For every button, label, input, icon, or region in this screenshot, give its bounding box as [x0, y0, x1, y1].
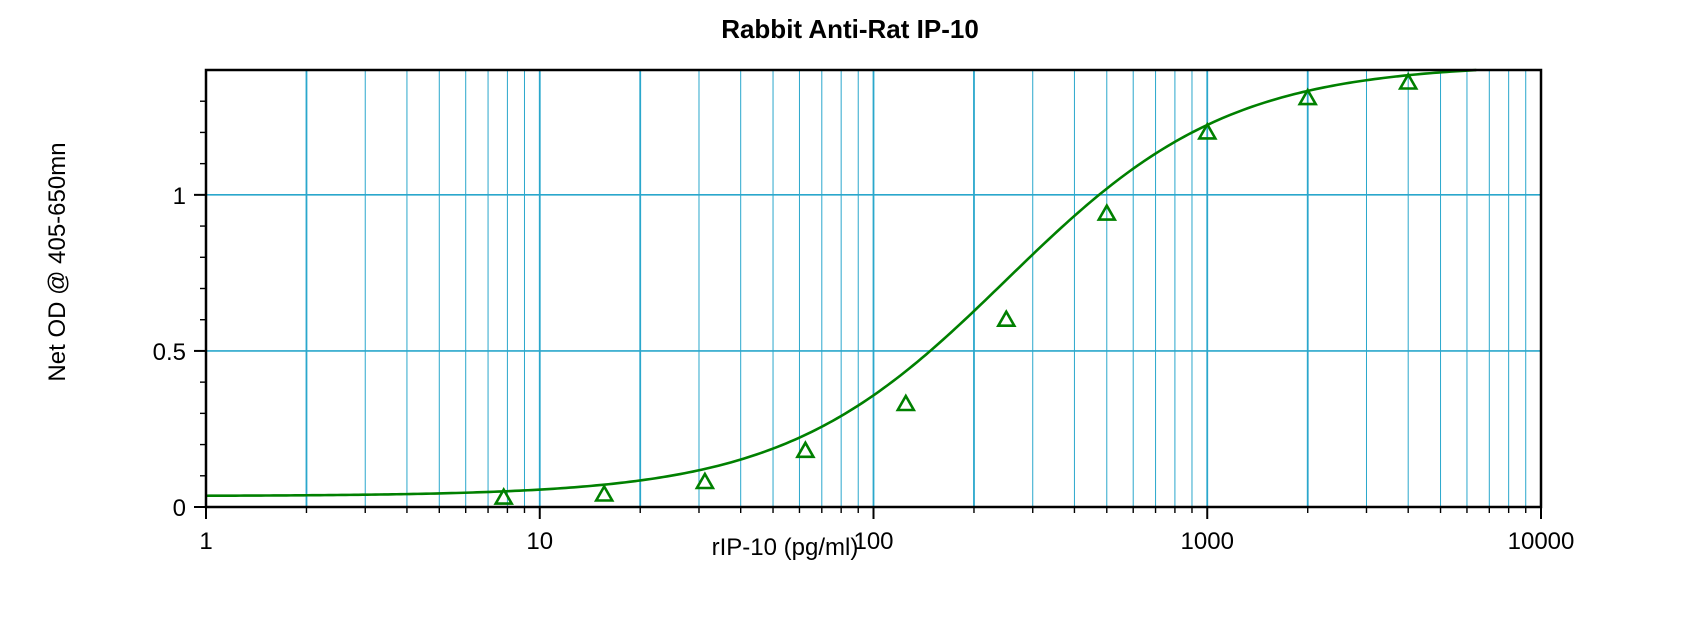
data-point — [493, 486, 514, 505]
data-point — [1297, 87, 1318, 106]
data-point — [593, 483, 615, 502]
grid-layer — [206, 70, 1542, 507]
fit-curve-layer — [205, 68, 1477, 498]
fit-curve-line — [205, 68, 1477, 498]
chart-title: Rabbit Anti-Rat IP-10 — [721, 14, 979, 44]
x-tick-label: 100 — [853, 528, 893, 555]
x-tick-label: 10 — [526, 528, 553, 555]
data-point — [694, 471, 716, 490]
y-tick-label: 1 — [173, 183, 186, 210]
x-tick-label: 1 — [199, 528, 212, 555]
axis-ticks — [194, 100, 1542, 519]
data-point — [1096, 202, 1118, 221]
tick-labels: 1 10 100 1000 10000 0 0.5 1 — [153, 183, 1575, 555]
x-tick-label: 1000 — [1181, 528, 1234, 555]
x-tick-label: 10000 — [1508, 528, 1575, 555]
data-point — [996, 309, 1017, 328]
data-point — [795, 440, 816, 459]
data-points-layer — [493, 71, 1419, 505]
x-axis-label: rIP-10 (pg/ml) — [711, 534, 859, 561]
data-point — [1197, 121, 1218, 140]
y-tick-label: 0 — [173, 495, 186, 522]
data-point — [1397, 71, 1419, 90]
y-tick-label: 0.5 — [153, 339, 186, 366]
data-point — [895, 393, 917, 412]
